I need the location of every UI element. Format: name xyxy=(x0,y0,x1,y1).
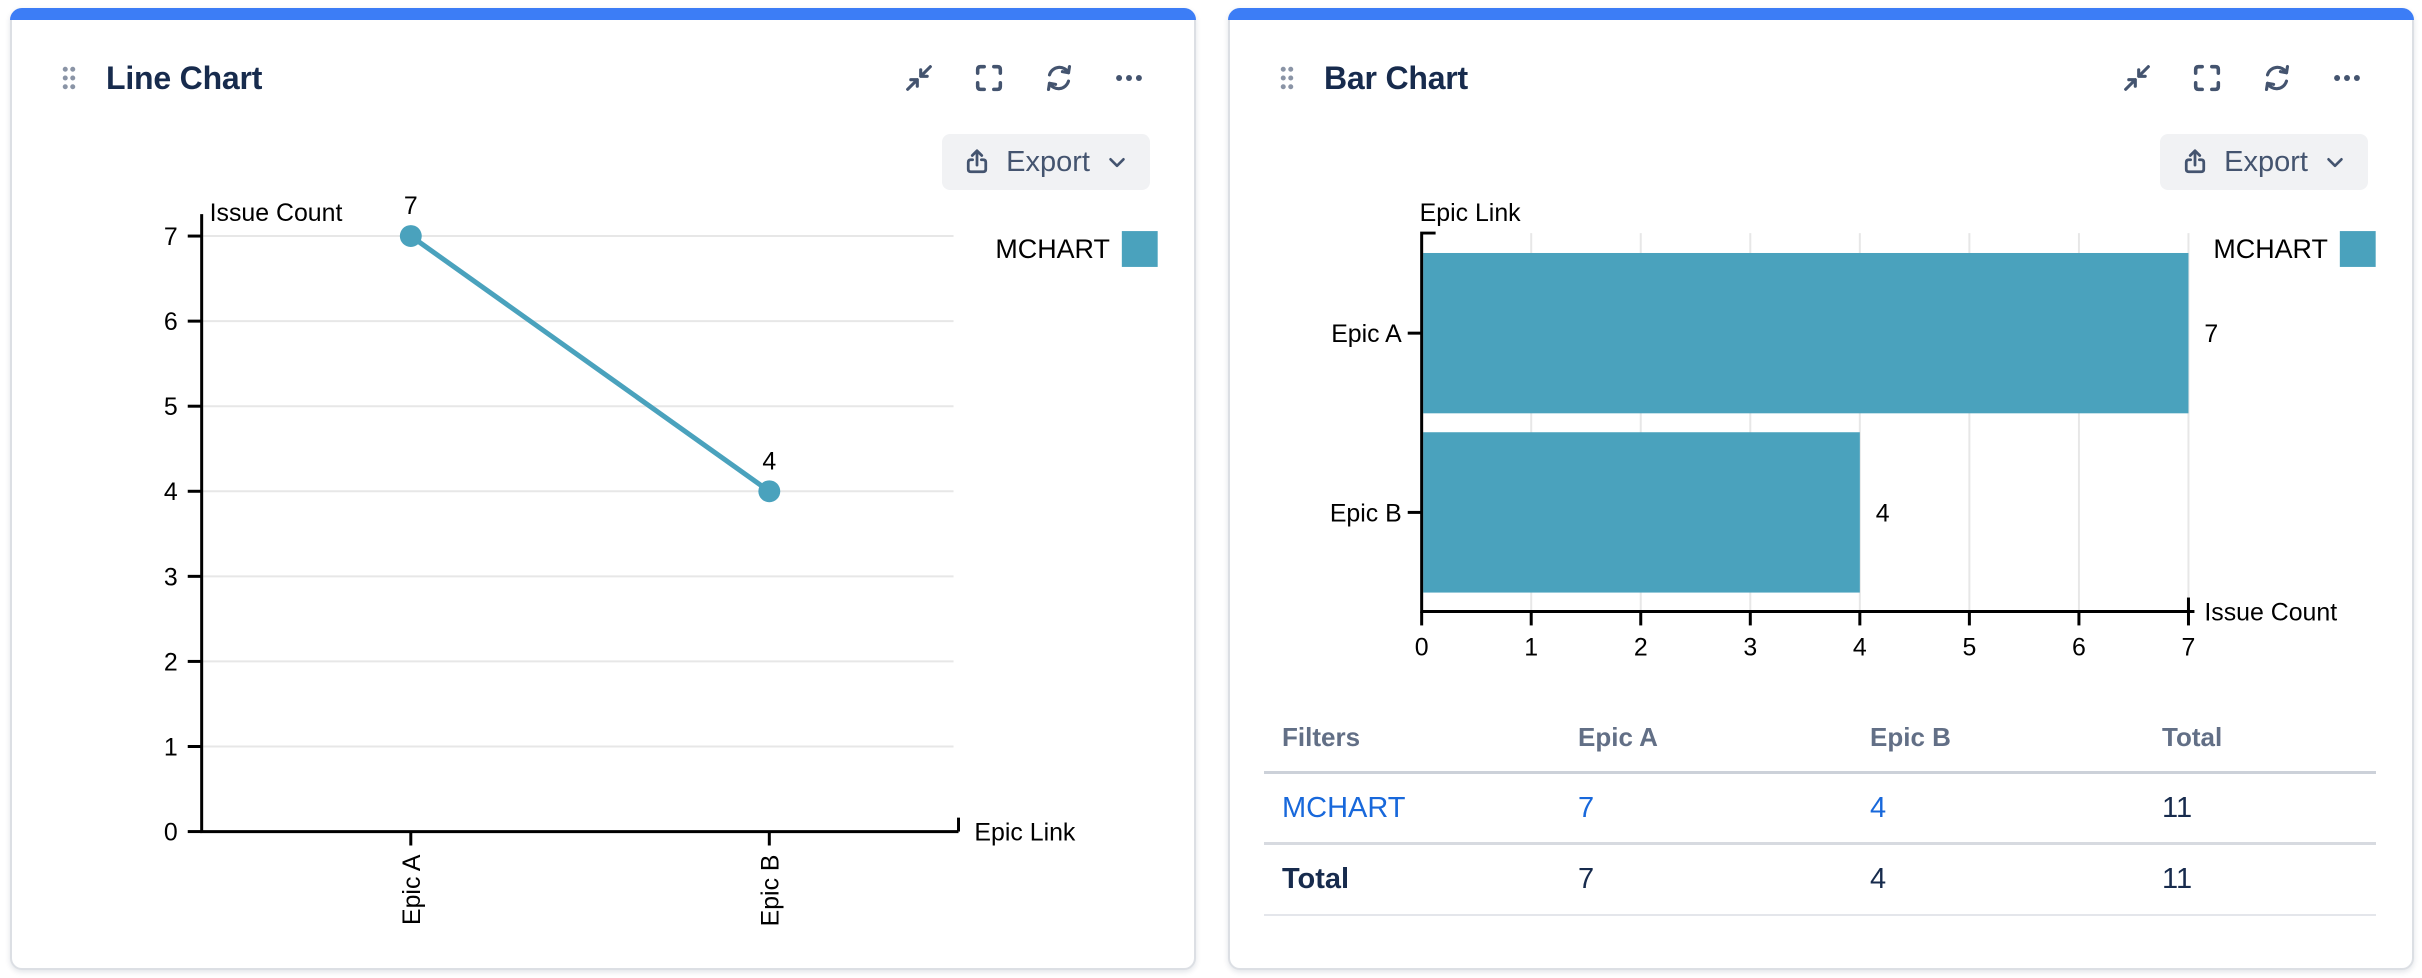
fullscreen-icon xyxy=(975,64,1003,92)
y-tick-label: 5 xyxy=(164,393,178,421)
export-button[interactable]: Export xyxy=(942,134,1150,190)
drag-handle-icon xyxy=(1280,66,1294,90)
drag-handle-icon xyxy=(62,66,76,90)
table-header-row: Filters Epic A Epic B Total xyxy=(1264,704,2376,774)
more-icon xyxy=(1116,75,1142,81)
table-total-row: Total 7 4 11 xyxy=(1264,845,2376,916)
data-label: 4 xyxy=(1876,499,1890,527)
more-button[interactable] xyxy=(1110,59,1148,97)
total-row-label: Total xyxy=(1282,863,1350,895)
table-row: MCHART 7 4 11 xyxy=(1264,774,2376,845)
legend-swatch xyxy=(1121,231,1158,267)
legend[interactable]: MCHART xyxy=(2213,231,2376,267)
y-tick-label: 4 xyxy=(164,478,178,506)
legend-label: MCHART xyxy=(995,234,1109,264)
y-category-label: Epic A xyxy=(1331,320,1402,348)
panel-title: Bar Chart xyxy=(1324,59,1469,96)
more-icon xyxy=(2334,75,2360,81)
export-button[interactable]: Export xyxy=(2160,134,2368,190)
fullscreen-button[interactable] xyxy=(2188,59,2226,97)
y-axis-title: Issue Count xyxy=(210,199,343,227)
y-tick-label: 6 xyxy=(164,308,178,336)
refresh-icon xyxy=(1046,64,1072,92)
x-tick-label: 4 xyxy=(1853,633,1867,661)
x-tick-label: 2 xyxy=(1634,633,1648,661)
y-tick-label: 2 xyxy=(164,648,178,676)
x-tick-label: 7 xyxy=(2182,633,2196,661)
x-tick-label: 0 xyxy=(1415,633,1429,661)
y-tick-label: 3 xyxy=(164,563,178,591)
more-button[interactable] xyxy=(2328,59,2366,97)
data-label: 7 xyxy=(2204,320,2218,348)
export-label: Export xyxy=(2224,145,2308,178)
x-tick-label: 5 xyxy=(1962,633,1976,661)
line-chart: 0 1 2 3 4 5 6 7 Epic A Epic B Issue Count Epic Link… xyxy=(164,192,1158,926)
refresh-button[interactable] xyxy=(1040,59,1078,97)
row-total-value: 11 xyxy=(2162,791,2193,824)
axis-labels: 0 1 2 3 4 5 6 7 Epic A Epic B Issue Count Epic Link… xyxy=(164,192,1076,926)
collapse-button[interactable] xyxy=(900,59,938,97)
legend-swatch xyxy=(2339,231,2376,267)
chevron-down-icon xyxy=(2327,157,2343,168)
summary-table: Filters Epic A Epic B Total MCHART 7 4 1… xyxy=(1264,704,2376,916)
line-chart-panel: 0 1 2 3 4 5 6 7 Epic A Epic B Issue Count Epic Link… xyxy=(10,8,1196,970)
x-category-label: Epic B xyxy=(756,854,784,926)
line-series xyxy=(409,234,771,494)
total-epic-a-value: 7 xyxy=(1578,863,1595,895)
export-icon xyxy=(967,149,988,174)
data-label: 7 xyxy=(404,192,418,220)
x-tick-label: 6 xyxy=(2072,633,2086,661)
data-point-epic-a[interactable] xyxy=(399,225,422,248)
column-header-epic-b: Epic B xyxy=(1870,722,1951,752)
chevron-down-icon xyxy=(1109,157,1125,168)
y-tick-label: 1 xyxy=(164,733,178,761)
panel-accent-bar xyxy=(1228,8,2414,20)
y-category-label: Epic B xyxy=(1330,499,1402,527)
axes xyxy=(1407,231,2195,626)
legend[interactable]: MCHART xyxy=(995,231,1158,267)
x-category-label: Epic A xyxy=(398,854,426,925)
filter-link[interactable]: MCHART xyxy=(1282,791,1406,824)
column-header-total: Total xyxy=(2162,722,2223,752)
data-point-epic-b[interactable] xyxy=(758,480,781,503)
fullscreen-icon xyxy=(2193,64,2221,92)
collapse-icon xyxy=(906,65,932,91)
column-header-epic-a: Epic A xyxy=(1578,722,1658,752)
y-tick-label: 7 xyxy=(164,223,178,251)
export-icon xyxy=(2185,149,2206,174)
x-tick-label: 1 xyxy=(1524,633,1538,661)
drag-handle[interactable] xyxy=(1272,61,1302,95)
gridlines xyxy=(201,235,954,748)
drag-handle[interactable] xyxy=(54,61,84,95)
epic-a-count-link[interactable]: 7 xyxy=(1578,791,1595,824)
panel-title: Line Chart xyxy=(106,59,263,96)
export-label: Export xyxy=(1006,145,1090,178)
x-axis-title: Epic Link xyxy=(974,819,1075,847)
epic-b-count-link[interactable]: 4 xyxy=(1870,791,1887,824)
axis-labels: Epic A Epic B 0 1 2 3 4 5 6 7 7 4 Epic Link Issue Cou… xyxy=(1330,199,2337,661)
bar-epic-b[interactable] xyxy=(1423,432,1860,593)
axes xyxy=(187,214,961,846)
bar-chart-panel: Epic A Epic B 0 1 2 3 4 5 6 7 7 4 Epic Link Issue Cou… xyxy=(1228,8,2414,970)
data-label: 4 xyxy=(762,447,776,475)
x-axis-title: Issue Count xyxy=(2204,598,2337,626)
refresh-icon xyxy=(2264,64,2290,92)
column-header-filters: Filters xyxy=(1282,722,1361,752)
y-tick-label: 0 xyxy=(164,819,178,847)
collapse-button[interactable] xyxy=(2118,59,2156,97)
total-epic-b-value: 4 xyxy=(1870,863,1887,895)
bar-chart: Epic A Epic B 0 1 2 3 4 5 6 7 7 4 Epic Link Issue Cou… xyxy=(1330,199,2376,661)
fullscreen-button[interactable] xyxy=(970,59,1008,97)
panel-accent-bar xyxy=(10,8,1196,20)
collapse-icon xyxy=(2124,65,2150,91)
total-total-value: 11 xyxy=(2162,863,2193,895)
x-tick-label: 3 xyxy=(1743,633,1757,661)
bar-epic-a[interactable] xyxy=(1423,252,2189,414)
refresh-button[interactable] xyxy=(2258,59,2296,97)
y-axis-title: Epic Link xyxy=(1420,199,1521,227)
legend-label: MCHART xyxy=(2213,234,2327,264)
